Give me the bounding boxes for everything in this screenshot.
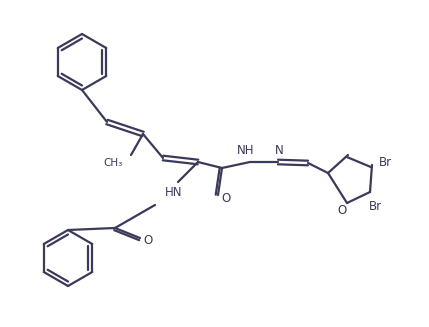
Text: O: O: [143, 233, 153, 247]
Text: O: O: [337, 204, 347, 217]
Text: O: O: [221, 193, 231, 205]
Text: Br: Br: [369, 200, 381, 214]
Text: Br: Br: [378, 156, 392, 168]
Text: CH₃: CH₃: [104, 158, 123, 168]
Text: N: N: [275, 145, 284, 158]
Text: NH: NH: [237, 145, 255, 158]
Text: HN: HN: [165, 185, 183, 198]
